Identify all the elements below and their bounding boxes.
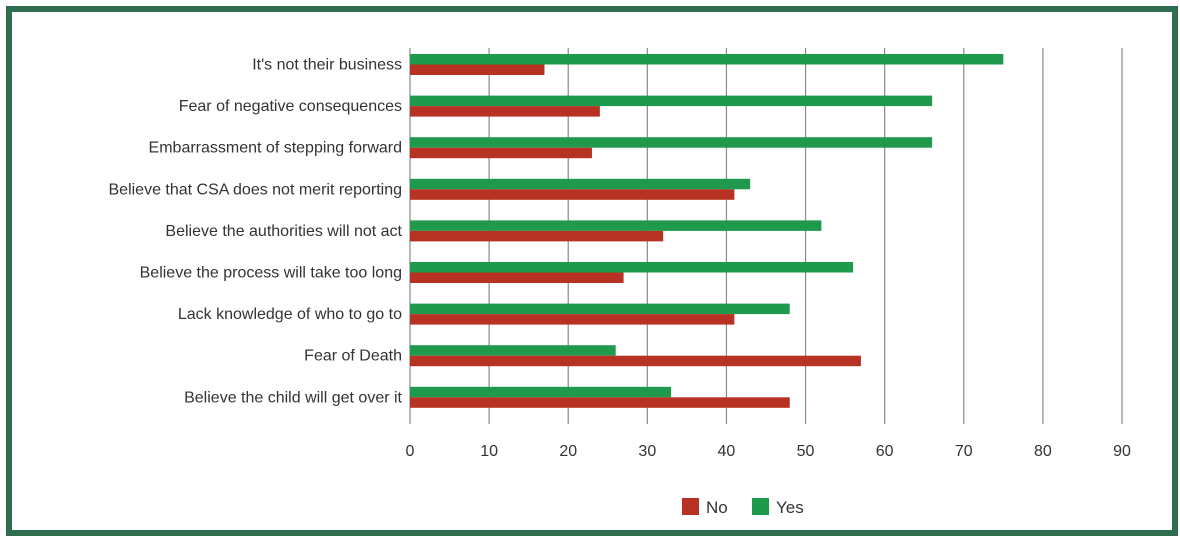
legend-label-no: No: [706, 498, 728, 517]
bar-yes-6: [410, 303, 790, 315]
category-label-6: Lack knowledge of who to go to: [178, 306, 402, 323]
x-tick-label-0: 0: [406, 443, 415, 460]
x-tick-label-50: 50: [797, 443, 815, 460]
bar-yes-7: [410, 345, 616, 356]
x-tick-label-20: 20: [559, 443, 577, 460]
category-label-3: Believe that CSA does not merit reportin…: [109, 181, 403, 198]
bar-no-8: [410, 397, 790, 408]
category-label-0: It's not their business: [252, 57, 402, 74]
bars: [410, 54, 1004, 408]
x-tick-label-10: 10: [480, 443, 498, 460]
x-axis-tick-labels: 0 10 20 30 40 50 60 70 80 90: [406, 443, 1131, 460]
x-tick-label-70: 70: [955, 443, 973, 460]
bar-yes-5: [410, 262, 854, 273]
category-label-2: Embarrassment of stepping forward: [149, 140, 402, 157]
bar-no-5: [410, 272, 624, 283]
bar-yes-8: [410, 386, 672, 398]
bar-yes-0: [410, 54, 1004, 65]
category-labels: It's not their business Fear of negative …: [109, 57, 403, 407]
bar-yes-3: [410, 178, 751, 190]
bar-no-3: [410, 189, 735, 200]
legend: No Yes: [682, 498, 804, 517]
legend-label-yes: Yes: [776, 498, 804, 517]
category-label-5: Believe the process will take too long: [140, 265, 402, 282]
bar-yes-4: [410, 220, 822, 231]
legend-swatch-yes: [752, 498, 769, 515]
bar-no-1: [410, 106, 600, 117]
bar-no-4: [410, 230, 664, 242]
category-label-1: Fear of negative consequences: [179, 98, 402, 115]
bar-no-7: [410, 355, 861, 367]
bar-no-2: [410, 147, 592, 159]
bar-yes-1: [410, 95, 933, 107]
bar-no-6: [410, 314, 735, 325]
x-tick-label-60: 60: [876, 443, 894, 460]
bar-chart: It's not their business Fear of negative …: [109, 48, 1131, 517]
x-tick-label-30: 30: [638, 443, 656, 460]
x-tick-label-40: 40: [718, 443, 736, 460]
bar-no-0: [410, 64, 545, 75]
x-tick-label-80: 80: [1034, 443, 1052, 460]
category-label-7: Fear of Death: [304, 348, 402, 365]
x-tick-label-90: 90: [1113, 443, 1131, 460]
bar-yes-2: [410, 137, 933, 148]
legend-swatch-no: [682, 498, 699, 515]
category-label-8: Believe the child will get over it: [184, 389, 402, 406]
chart-frame: It's not their business Fear of negative …: [6, 6, 1178, 536]
category-label-4: Believe the authorities will not act: [165, 223, 402, 240]
